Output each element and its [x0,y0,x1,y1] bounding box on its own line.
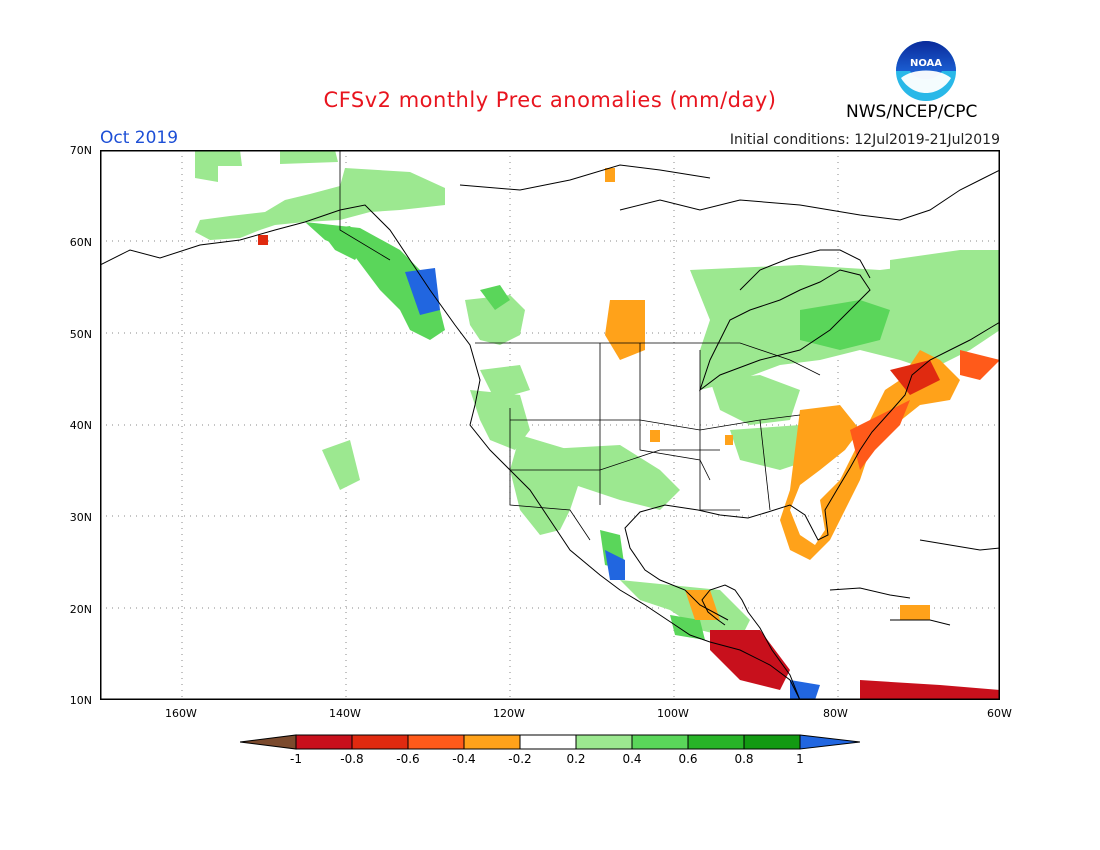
legend-label: 0.2 [566,752,586,766]
lon-label: 60W [987,707,1012,720]
color-legend [240,734,860,750]
lat-label: 20N [69,603,92,616]
anomaly-map [100,150,1000,700]
anomaly-fill-wet [195,150,1000,640]
chart-title: CFSv2 monthly Prec anomalies (mm/day) [323,88,777,112]
lon-label: 140W [329,707,361,720]
lon-label: 120W [493,707,525,720]
legend-label: 0.8 [734,752,754,766]
lat-label: 70N [69,144,92,157]
coastlines [100,164,1000,700]
initial-conditions-label: Initial conditions: 12Jul2019-21Jul2019 [729,132,1000,148]
svg-text:NOAA: NOAA [910,58,942,69]
lat-label: 40N [69,419,92,432]
legend-label: 0.4 [622,752,642,766]
lat-label: 50N [69,328,92,341]
legend-label: -0.2 [508,752,532,766]
legend-label: -1 [290,752,302,766]
lon-label: 160W [165,707,197,720]
agency-label: NWS/NCEP/CPC [846,102,978,122]
anomaly-fill-dry [258,168,1000,700]
legend-label: 0.6 [678,752,698,766]
lon-label: 80W [823,707,848,720]
valid-month-label: Oct 2019 [100,128,179,148]
lat-label: 30N [69,511,92,524]
legend-label: -0.6 [396,752,420,766]
noaa-logo-icon: NOAA [896,41,956,101]
lon-label: 100W [657,707,689,720]
lat-label: 60N [69,236,92,249]
legend-label: -0.8 [340,752,364,766]
legend-label: -0.4 [452,752,476,766]
lat-label: 10N [69,694,92,707]
political-borders [339,150,821,541]
legend-label: 1 [796,752,804,766]
